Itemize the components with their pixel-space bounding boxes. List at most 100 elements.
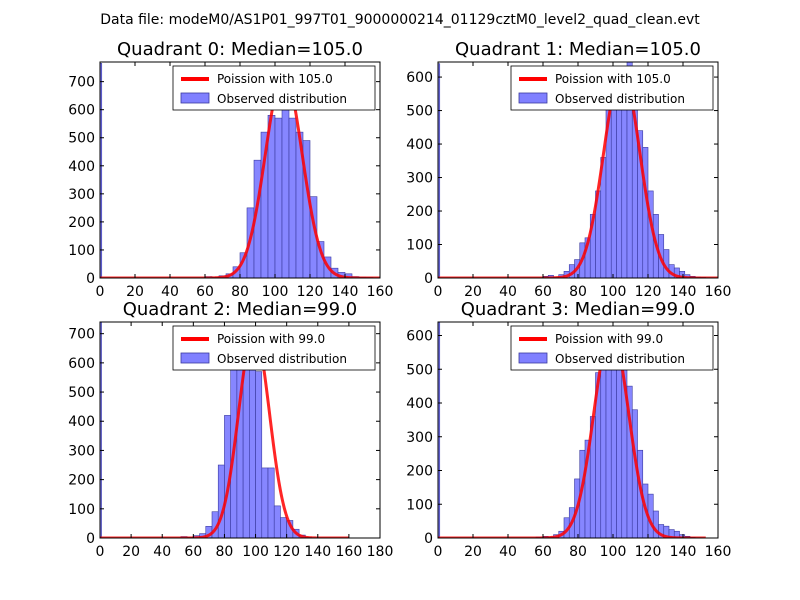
histogram-bar (281, 99, 290, 278)
x-tick-label: 60 (534, 544, 552, 560)
y-tick-label: 200 (68, 215, 95, 231)
y-tick-label: 100 (406, 497, 433, 513)
y-tick-label: 0 (86, 531, 95, 547)
y-tick-label: 600 (68, 356, 95, 372)
x-tick-label: 20 (464, 544, 482, 560)
x-tick-label: 120 (297, 284, 324, 300)
x-tick-label: 0 (434, 544, 443, 560)
subplot-title: Quadrant 3: Median=99.0 (461, 299, 696, 320)
x-tick-label: 40 (153, 544, 171, 560)
histogram-bar (288, 117, 297, 278)
x-tick-label: 80 (231, 284, 249, 300)
histogram-bar (438, 322, 441, 538)
legend-fit-label: Poission with 105.0 (555, 72, 671, 86)
y-tick-label: 100 (68, 243, 95, 259)
histogram-bar (267, 467, 275, 538)
x-tick-label: 160 (705, 284, 732, 300)
x-tick-label: 20 (122, 544, 140, 560)
y-tick-label: 400 (68, 414, 95, 430)
x-tick-label: 120 (635, 284, 662, 300)
y-tick-label: 100 (406, 238, 433, 254)
x-tick-label: 100 (600, 544, 627, 560)
x-tick-label: 0 (434, 284, 443, 300)
x-tick-label: 20 (464, 284, 482, 300)
poisson-fit-line (100, 71, 380, 278)
legend-hist-label: Observed distribution (217, 92, 347, 106)
legend-hist-label: Observed distribution (217, 352, 347, 366)
x-tick-label: 140 (670, 544, 697, 560)
y-tick-label: 200 (406, 464, 433, 480)
histogram-bar (217, 464, 225, 538)
x-tick-label: 140 (304, 544, 331, 560)
y-tick-label: 300 (68, 187, 95, 203)
legend-hist-swatch (518, 352, 548, 364)
histogram-bar (280, 517, 287, 538)
subplot-quadrant-1: Quadrant 1: Median=105.0 0 20 40 60 80 100 120 1… (406, 39, 731, 300)
y-tick-label: 300 (406, 171, 433, 187)
x-tick-label: 140 (332, 284, 359, 300)
y-tick-label: 300 (68, 443, 95, 459)
axes-frame (99, 321, 381, 539)
histogram-bar (274, 117, 283, 278)
histogram-bar (100, 322, 102, 538)
subplot-quadrant-3: Quadrant 3: Median=99.0 0 20 40 60 80 100 120 14… (406, 299, 731, 560)
legend-hist-swatch (180, 92, 210, 104)
y-tick-label: 600 (406, 329, 433, 345)
x-tick-label: 100 (600, 284, 627, 300)
y-tick-label: 400 (406, 137, 433, 153)
figure-suptitle: Data file: modeM0/AS1P01_997T01_90000002… (100, 12, 700, 28)
y-tick-label: 500 (406, 362, 433, 378)
y-tick-label: 400 (68, 159, 95, 175)
x-tick-label: 100 (262, 284, 289, 300)
x-tick-label: 40 (499, 544, 517, 560)
y-tick-label: 500 (406, 104, 433, 120)
subplot-title: Quadrant 1: Median=105.0 (455, 39, 701, 60)
plot-area (100, 322, 350, 538)
x-tick-label: 100 (242, 544, 269, 560)
y-tick-label: 0 (86, 271, 95, 287)
y-tick-label: 0 (424, 271, 433, 287)
legend: Poission with 105.0 Observed distribution (510, 65, 714, 111)
legend-fit-label: Poission with 105.0 (217, 72, 333, 86)
x-tick-label: 0 (96, 284, 105, 300)
x-tick-label: 0 (96, 544, 105, 560)
x-tick-label: 80 (569, 544, 587, 560)
x-tick-label: 40 (161, 284, 179, 300)
subplot-quadrant-2: Quadrant 2: Median=99.00 20 40 60 80 100 120 14… (68, 299, 393, 560)
legend-fit-label: Poission with 99.0 (217, 332, 325, 346)
histogram-bar (261, 467, 269, 538)
histogram-bar (267, 114, 276, 278)
x-tick-label: 160 (705, 544, 732, 560)
x-tick-label: 180 (367, 544, 394, 560)
subplot-title: Quadrant 0: Median=105.0 (117, 39, 363, 60)
y-tick-label: 600 (406, 70, 433, 86)
legend-fit-label: Poission with 99.0 (555, 332, 663, 346)
x-tick-label: 80 (569, 284, 587, 300)
plot-area (100, 63, 380, 278)
x-tick-label: 160 (336, 544, 363, 560)
y-tick-label: 500 (68, 385, 95, 401)
y-tick-label: 700 (68, 75, 95, 91)
histogram-bar (642, 147, 649, 278)
x-tick-label: 80 (216, 544, 234, 560)
legend: Poission with 99.0 Observed distribution (510, 325, 714, 371)
x-tick-label: 140 (670, 284, 697, 300)
histogram-bar (255, 371, 263, 538)
plot-area (438, 322, 707, 538)
plot-area (438, 62, 718, 278)
y-tick-label: 200 (68, 473, 95, 489)
poisson-fit-line (100, 329, 350, 538)
x-tick-label: 20 (126, 284, 144, 300)
subplot-quadrant-0: Quadrant 0: Median=105.0 0 20 40 60 80 100 120 1… (68, 39, 393, 300)
poisson-fit-line (438, 68, 718, 278)
subplot-grid: Quadrant 0: Median=105.0 0 20 40 60 80 100 120 1… (68, 39, 731, 560)
y-tick-label: 600 (68, 103, 95, 119)
y-tick-label: 500 (68, 131, 95, 147)
legend-hist-label: Observed distribution (555, 352, 685, 366)
legend-hist-label: Observed distribution (555, 92, 685, 106)
histogram-bar (273, 505, 281, 538)
x-tick-label: 60 (534, 284, 552, 300)
y-tick-label: 200 (406, 204, 433, 220)
x-tick-label: 120 (635, 544, 662, 560)
